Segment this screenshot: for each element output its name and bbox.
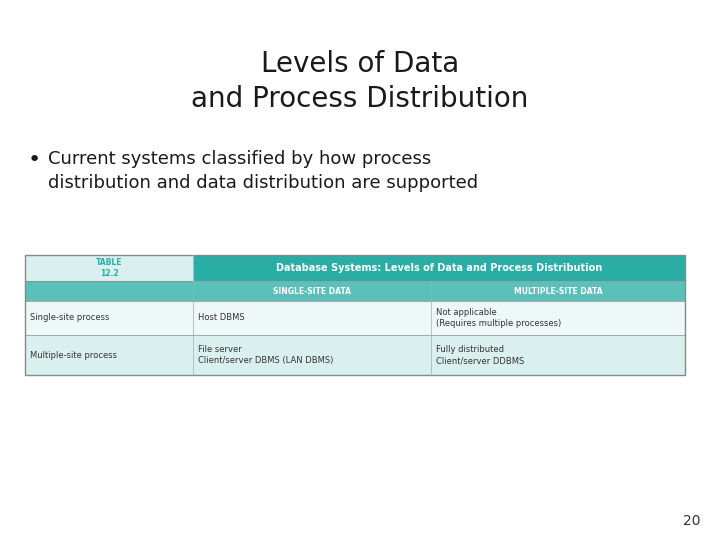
FancyBboxPatch shape (193, 255, 685, 281)
Text: SINGLE-SITE DATA: SINGLE-SITE DATA (273, 287, 351, 295)
Text: Database Systems: Levels of Data and Process Distribution: Database Systems: Levels of Data and Pro… (276, 263, 602, 273)
Text: •: • (28, 150, 41, 170)
Text: Fully distributed
Client/server DDBMS: Fully distributed Client/server DDBMS (436, 345, 524, 365)
Text: MULTIPLE-SITE DATA: MULTIPLE-SITE DATA (513, 287, 602, 295)
Text: File server
Client/server DBMS (LAN DBMS): File server Client/server DBMS (LAN DBMS… (198, 345, 333, 365)
Text: Levels of Data
and Process Distribution: Levels of Data and Process Distribution (192, 50, 528, 113)
Text: 20: 20 (683, 514, 700, 528)
FancyBboxPatch shape (25, 255, 193, 281)
FancyBboxPatch shape (25, 301, 685, 335)
Text: Single-site process: Single-site process (30, 314, 109, 322)
FancyBboxPatch shape (25, 281, 685, 301)
Text: Multiple-site process: Multiple-site process (30, 350, 117, 360)
Text: Host DBMS: Host DBMS (198, 314, 245, 322)
Text: Not applicable
(Requires multiple processes): Not applicable (Requires multiple proces… (436, 308, 561, 328)
Text: TABLE
12.2: TABLE 12.2 (96, 258, 122, 278)
FancyBboxPatch shape (25, 335, 685, 375)
Text: Current systems classified by how process
distribution and data distribution are: Current systems classified by how proces… (48, 150, 478, 192)
